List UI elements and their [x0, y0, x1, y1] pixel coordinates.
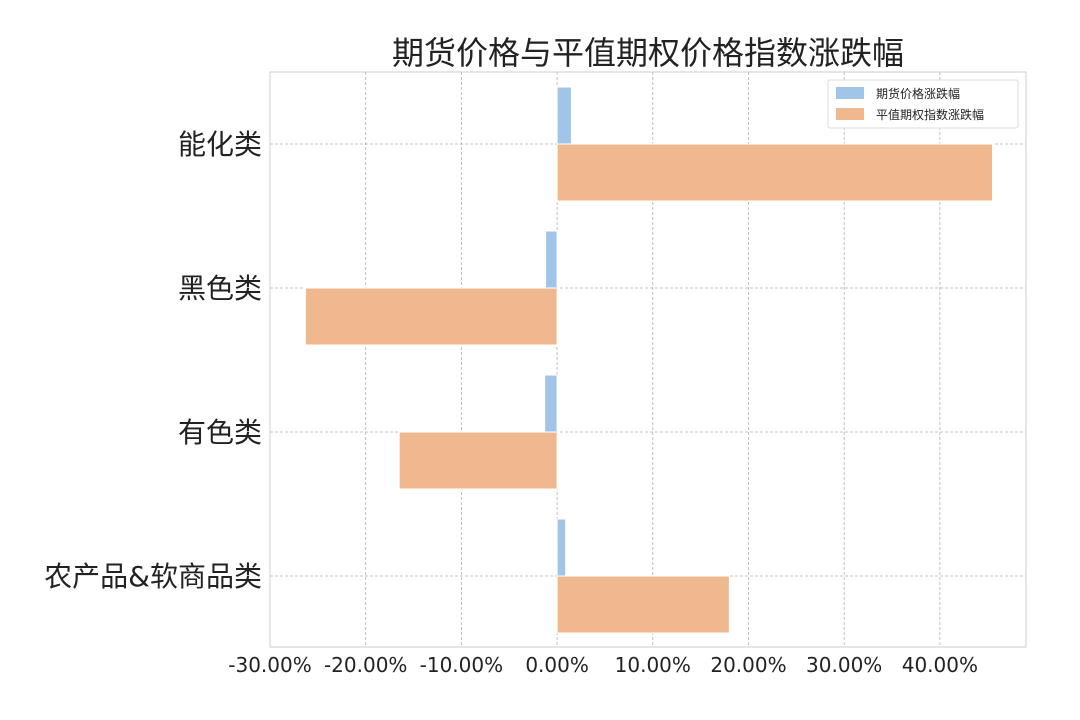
plot-frame [269, 71, 1027, 648]
legend-swatch-futures [836, 87, 864, 99]
bar-series1-cat3 [556, 575, 730, 634]
chart-title: 期货价格与平值期权价格指数涨跌幅 [392, 34, 904, 72]
category-label-2: 有色类 [178, 416, 262, 449]
x-tick-label-4: 10.00% [615, 653, 691, 677]
legend-label-options: 平值期权指数涨跌幅 [876, 107, 984, 122]
bar-series0-cat2 [544, 374, 558, 433]
legend-box [827, 79, 1019, 129]
bar-series0-cat1 [545, 230, 558, 289]
category-label-1: 黑色类 [178, 272, 262, 305]
bar-series0-cat0 [556, 86, 572, 145]
x-tick-labels: -30.00% -20.00% -10.00% 0.00% 10.00% 20.00% 30… [228, 653, 978, 677]
x-tick-label-6: 30.00% [806, 653, 882, 677]
category-label-0: 能化类 [178, 128, 262, 161]
x-tick-label-5: 20.00% [710, 653, 786, 677]
legend-swatch-options [836, 108, 864, 120]
category-label-3: 农产品&软商品类 [44, 560, 262, 593]
bar-series1-cat0 [556, 143, 994, 202]
legend: 期货价格涨跌幅 平值期权指数涨跌幅 [827, 79, 1019, 129]
x-tick-label-2: -10.00% [420, 653, 503, 677]
x-tick-label-3: 0.00% [525, 653, 589, 677]
x-tick-label-0: -30.00% [228, 653, 311, 677]
bar-series1-cat1 [304, 287, 558, 346]
x-tick-label-7: 40.00% [902, 653, 978, 677]
bars [304, 86, 994, 634]
bar-series1-cat2 [398, 431, 558, 490]
legend-label-futures: 期货价格涨跌幅 [876, 86, 960, 101]
bar-series0-cat3 [556, 518, 567, 577]
x-tick-label-1: -20.00% [324, 653, 407, 677]
